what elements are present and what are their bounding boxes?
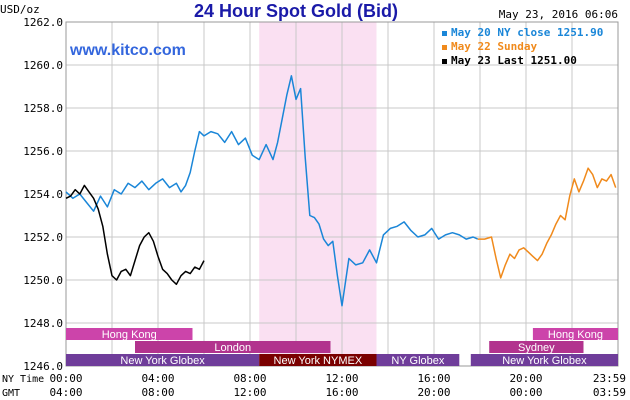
session-bar: [66, 328, 193, 340]
session-label: New York NYMEX: [274, 355, 363, 367]
x-tick-label: 04:00: [141, 372, 174, 385]
legend-swatch: [442, 45, 447, 50]
session-label: NY Globex: [391, 355, 444, 367]
x-tick-label: 12:00: [325, 372, 358, 385]
session-label: London: [214, 342, 251, 354]
legend-entry: May 23 Last 1251.00: [451, 54, 577, 67]
chart-title: 24 Hour Spot Gold (Bid): [194, 1, 398, 21]
session-label: New York Globex: [502, 355, 587, 367]
x-tick-label: 00:00: [49, 372, 82, 385]
y-tick-label: 1258.0: [23, 102, 63, 115]
session-label: Hong Kong: [548, 329, 603, 341]
session-bar: [66, 354, 260, 366]
legend-swatch: [442, 31, 447, 36]
x-tick-label: 16:00: [325, 386, 358, 399]
y-tick-label: 1248.0: [23, 317, 63, 330]
legend-swatch: [442, 59, 447, 64]
x-tick-label: 20:00: [417, 386, 450, 399]
y-tick-label: 1260.0: [23, 59, 63, 72]
session-label: Sydney: [518, 342, 555, 354]
session-bar: [532, 328, 618, 340]
session-label: New York Globex: [120, 355, 205, 367]
x-tick-label: 20:00: [509, 372, 542, 385]
series-line: [65, 184, 205, 286]
session-bar: [259, 354, 377, 366]
x-tick-label: 04:00: [49, 386, 82, 399]
x-tick-label: 16:00: [417, 372, 450, 385]
x-tick-label: 08:00: [141, 386, 174, 399]
series-line: [477, 167, 617, 279]
x-tick-label: 08:00: [233, 372, 266, 385]
unit-label: USD/oz: [0, 3, 40, 16]
session-label: Hong Kong: [102, 329, 157, 341]
y-tick-label: 1254.0: [23, 188, 63, 201]
y-tick-label: 1256.0: [23, 145, 63, 158]
session-bar: [376, 354, 460, 366]
y-axis-ticks: 1262.0 1260.0 1258.0 1256.0 1254.0 1252.0 1250…: [23, 16, 63, 373]
y-tick-label: 1252.0: [23, 231, 63, 244]
series-line: [65, 75, 479, 307]
price-series: [65, 75, 617, 307]
timestamp: May 23, 2016 06:06: [499, 8, 618, 21]
legend-entry: May 20 NY close 1251.90: [451, 26, 603, 39]
y-tick-label: 1246.0: [23, 360, 63, 373]
x-tick-label: 03:59: [593, 386, 626, 399]
y-tick-label: 1250.0: [23, 274, 63, 287]
x-axis-row-label: NY Time: [2, 374, 44, 385]
x-tick-label: 12:00: [233, 386, 266, 399]
x-tick-label: 00:00: [509, 386, 542, 399]
x-axis-ticks: NY Time 00:00 04:00 08:00 12:00 16:00 20:00 23:…: [2, 372, 626, 399]
session-bar: [489, 341, 584, 353]
legend-entry: May 22 Sunday: [451, 40, 537, 53]
y-tick-label: 1262.0: [23, 16, 63, 29]
gridlines: [65, 21, 619, 367]
watermark: www.kitco.com: [69, 42, 186, 59]
x-tick-label: 23:59: [593, 372, 626, 385]
session-bar: [135, 341, 331, 353]
session-bar: [470, 354, 618, 366]
x-axis-row-label: GMT: [2, 388, 20, 399]
